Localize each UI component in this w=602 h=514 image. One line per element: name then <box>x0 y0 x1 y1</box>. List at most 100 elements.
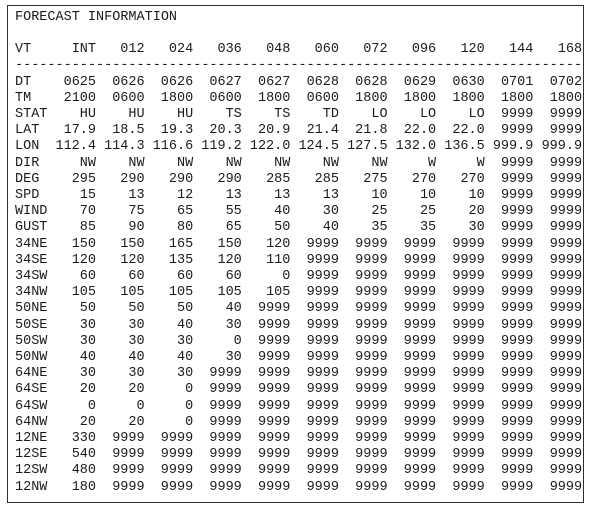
table-row-64ne: 64NE 30 30 30 9999 9999 9999 9999 9999 9999 9999 99… <box>15 366 582 382</box>
cell: 0 <box>233 333 242 349</box>
cell: 9999 <box>549 269 583 285</box>
cell: 80 <box>176 220 194 236</box>
cell: 9999 <box>209 463 242 479</box>
cell: 9999 <box>549 171 583 187</box>
table-row-wind: WIND 70 75 65 55 40 30 25 25 20 9999 9999 <box>15 204 582 220</box>
cell: 40 <box>225 301 242 317</box>
cell: 30 <box>128 366 145 382</box>
cell: 0629 <box>403 74 437 90</box>
cell: 9999 <box>257 463 291 479</box>
cell: 9999 <box>500 155 534 171</box>
header-col-168: 168 <box>557 42 583 58</box>
cell: 105 <box>168 285 194 301</box>
cell: 9999 <box>452 350 485 366</box>
cell: 116.6 <box>152 139 194 155</box>
cell: 9999 <box>452 366 485 382</box>
table-header: VT INT 012 024 036 048 060 072 096 120 144 168 ----… <box>15 42 582 74</box>
cell: 55 <box>225 204 242 220</box>
cell: 112.4 <box>55 139 96 155</box>
cell: 9999 <box>500 333 534 349</box>
header-col-024: 024 <box>168 42 194 58</box>
header-col-036: 036 <box>217 42 242 58</box>
cell: 9999 <box>306 479 339 495</box>
cell: 20 <box>128 414 145 430</box>
cell: 9999 <box>257 317 291 333</box>
cell: HU <box>128 107 145 123</box>
row-label: 50NE <box>15 301 48 317</box>
row-label: WIND <box>15 204 48 220</box>
row-label: 12SW <box>15 463 48 479</box>
cell: 30 <box>225 317 242 333</box>
cell: 124.5 <box>298 139 339 155</box>
cell: 9999 <box>549 431 583 447</box>
header-col-144: 144 <box>509 42 534 58</box>
cell: 9999 <box>549 333 583 349</box>
cell: 150 <box>120 236 145 252</box>
cell: TS <box>225 107 242 123</box>
cell: 40 <box>79 350 96 366</box>
cell: 9999 <box>500 366 534 382</box>
cell: 85 <box>79 220 96 236</box>
cell: 9999 <box>500 382 534 398</box>
cell: 9999 <box>403 301 437 317</box>
cell: 9999 <box>355 463 388 479</box>
row-label: 64SW <box>15 398 48 414</box>
cell: 9999 <box>209 382 242 398</box>
cell: 9999 <box>355 333 388 349</box>
table-row-12ne: 12NE 330 9999 9999 9999 9999 9999 9999 9999 9999 9… <box>15 431 582 447</box>
cell: TD <box>322 107 339 123</box>
cell: 9999 <box>257 447 291 463</box>
row-label: 34NE <box>15 236 48 252</box>
row-label: 34SW <box>15 269 48 285</box>
table-row-dir: DIR NW NW NW NW NW NW NW W W 9999 9999 <box>15 156 582 172</box>
cell: 9999 <box>355 236 388 252</box>
cell: 9999 <box>306 317 339 333</box>
table-row-gust: GUST 85 90 80 65 50 40 35 35 30 9999 9999 <box>15 220 582 236</box>
cell: 9999 <box>403 382 437 398</box>
cell: 50 <box>274 220 291 236</box>
cell: 9999 <box>452 463 485 479</box>
forecast-table: VT INT 012 024 036 048 060 072 096 120 144 168 ----… <box>15 42 582 496</box>
cell: 135 <box>168 252 194 268</box>
cell: 9999 <box>306 350 339 366</box>
cell: 1800 <box>355 90 388 106</box>
cell: 9999 <box>355 366 388 382</box>
cell: 9999 <box>500 171 534 187</box>
cell: 290 <box>168 171 194 187</box>
cell: 132.0 <box>395 139 437 155</box>
cell: 9999 <box>112 431 145 447</box>
cell: 9999 <box>355 252 388 268</box>
cell: 110 <box>266 252 291 268</box>
cell: 9999 <box>452 414 485 430</box>
header-col-072: 072 <box>363 42 388 58</box>
cell: 50 <box>176 301 194 317</box>
table-row-64nw: 64NW 20 20 0 9999 9999 9999 9999 9999 9999 9999 999… <box>15 415 582 431</box>
cell: 9999 <box>355 350 388 366</box>
cell: 1800 <box>403 90 437 106</box>
cell: 30 <box>225 350 242 366</box>
table-row-50se: 50SE 30 30 40 30 9999 9999 9999 9999 9999 9999 9999 <box>15 318 582 334</box>
cell: 295 <box>71 171 96 187</box>
report-frame: FORECAST INFORMATION VT INT 012 024 036 048 06… <box>7 5 584 503</box>
cell: 9999 <box>355 447 388 463</box>
cell: 9999 <box>209 431 242 447</box>
cell: 150 <box>71 236 96 252</box>
cell: 9999 <box>306 236 339 252</box>
cell: 105 <box>120 285 145 301</box>
cell: HU <box>176 107 194 123</box>
cell: NW <box>79 155 96 171</box>
cell: 10 <box>468 188 485 204</box>
cell: 9999 <box>209 414 242 430</box>
table-row-34sw: 34SW 60 60 60 60 0 9999 9999 9999 9999 9999 9999 <box>15 269 582 285</box>
table-row-lat: LAT 17.9 18.5 19.3 20.3 20.9 21.4 21.8 22.0 22.0 9… <box>15 123 582 139</box>
cell: 20 <box>79 382 96 398</box>
cell: 60 <box>176 269 194 285</box>
cell: 9999 <box>549 155 583 171</box>
cell: 9999 <box>306 398 339 414</box>
cell: 30 <box>128 317 145 333</box>
row-label: SPD <box>15 188 40 204</box>
cell: 0630 <box>452 74 485 90</box>
cell: 9999 <box>549 479 583 495</box>
cell: 120 <box>120 252 145 268</box>
